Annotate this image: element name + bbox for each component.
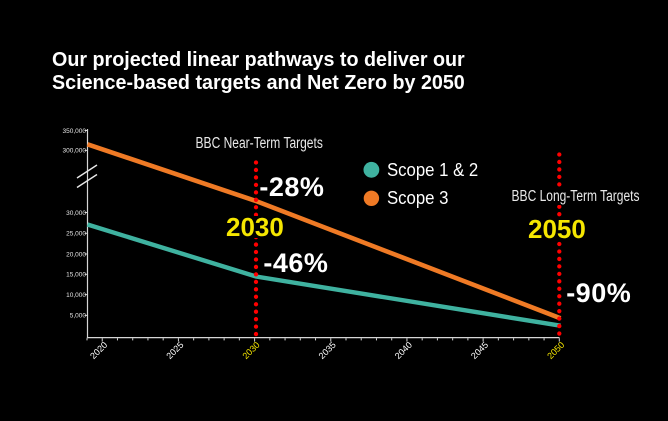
svg-text:300,000: 300,000 — [63, 148, 87, 155]
svg-text:30,000: 30,000 — [66, 210, 86, 217]
svg-text:2030: 2030 — [240, 340, 261, 361]
svg-text:2035: 2035 — [317, 340, 338, 361]
svg-text:2040: 2040 — [393, 340, 414, 361]
svg-text:20,000: 20,000 — [66, 251, 86, 258]
svg-text:2020: 2020 — [88, 340, 109, 361]
svg-text:350,000: 350,000 — [63, 128, 87, 135]
svg-text:2025: 2025 — [164, 340, 185, 361]
svg-text:10,000: 10,000 — [66, 292, 86, 299]
svg-text:2050: 2050 — [545, 340, 566, 361]
svg-text:15,000: 15,000 — [66, 272, 86, 279]
svg-text:5,000: 5,000 — [70, 313, 87, 320]
svg-text:2045: 2045 — [469, 340, 490, 361]
svg-text:25,000: 25,000 — [66, 231, 86, 238]
